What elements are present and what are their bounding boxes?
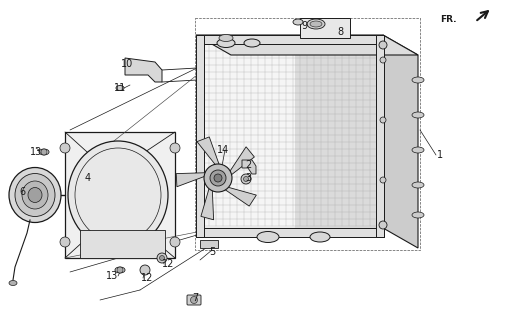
Ellipse shape: [412, 147, 424, 153]
Circle shape: [379, 221, 387, 229]
Ellipse shape: [68, 141, 168, 249]
Text: 10: 10: [121, 59, 133, 69]
Polygon shape: [197, 137, 219, 165]
Text: 2: 2: [245, 160, 251, 170]
Polygon shape: [300, 18, 350, 38]
Text: 8: 8: [337, 27, 343, 37]
Polygon shape: [196, 35, 384, 44]
Polygon shape: [80, 230, 165, 258]
Polygon shape: [201, 188, 213, 220]
Circle shape: [204, 164, 232, 192]
Polygon shape: [200, 42, 383, 228]
Circle shape: [380, 57, 386, 63]
Text: 1: 1: [437, 150, 443, 160]
Ellipse shape: [244, 39, 260, 47]
Ellipse shape: [28, 188, 42, 203]
Ellipse shape: [15, 173, 55, 217]
FancyBboxPatch shape: [187, 295, 201, 305]
Ellipse shape: [217, 38, 235, 47]
Text: 13: 13: [30, 147, 42, 157]
Polygon shape: [196, 228, 384, 237]
Ellipse shape: [412, 112, 424, 118]
Ellipse shape: [9, 167, 61, 222]
Text: 11: 11: [114, 83, 126, 93]
Ellipse shape: [9, 281, 17, 285]
Circle shape: [380, 177, 386, 183]
Text: 3: 3: [245, 173, 251, 183]
Circle shape: [380, 117, 386, 123]
Ellipse shape: [412, 212, 424, 218]
Polygon shape: [376, 35, 384, 237]
Circle shape: [170, 237, 180, 247]
Polygon shape: [200, 240, 218, 248]
Ellipse shape: [115, 267, 125, 273]
Polygon shape: [242, 160, 256, 174]
Circle shape: [241, 174, 251, 184]
Circle shape: [190, 297, 198, 303]
Ellipse shape: [412, 182, 424, 188]
Circle shape: [60, 143, 70, 153]
Text: 12: 12: [141, 273, 153, 283]
Circle shape: [117, 267, 123, 273]
Ellipse shape: [293, 19, 303, 25]
Ellipse shape: [257, 231, 279, 243]
Circle shape: [157, 253, 167, 263]
Polygon shape: [65, 132, 175, 258]
Circle shape: [41, 149, 47, 155]
Circle shape: [243, 177, 248, 181]
Polygon shape: [383, 35, 418, 248]
Text: 7: 7: [192, 293, 198, 303]
Text: 5: 5: [209, 247, 215, 257]
Text: 4: 4: [85, 173, 91, 183]
Text: 9: 9: [301, 21, 307, 31]
Polygon shape: [176, 173, 206, 187]
Polygon shape: [196, 35, 204, 237]
Circle shape: [379, 41, 387, 49]
Ellipse shape: [412, 77, 424, 83]
Text: 6: 6: [19, 187, 25, 197]
Text: 14: 14: [217, 145, 229, 155]
Circle shape: [210, 170, 226, 186]
Ellipse shape: [219, 35, 233, 42]
Ellipse shape: [310, 21, 322, 27]
Polygon shape: [225, 187, 257, 206]
Circle shape: [214, 174, 222, 182]
Polygon shape: [230, 147, 255, 175]
Polygon shape: [125, 58, 162, 82]
Ellipse shape: [307, 19, 325, 29]
Ellipse shape: [310, 232, 330, 242]
Circle shape: [60, 237, 70, 247]
Circle shape: [160, 255, 165, 260]
Circle shape: [170, 143, 180, 153]
Ellipse shape: [116, 85, 124, 91]
Text: FR.: FR.: [440, 15, 457, 25]
Text: 13: 13: [106, 271, 118, 281]
Polygon shape: [295, 42, 383, 228]
Polygon shape: [196, 35, 418, 55]
Circle shape: [140, 265, 150, 275]
Ellipse shape: [22, 181, 48, 209]
Ellipse shape: [39, 149, 49, 155]
Text: 12: 12: [162, 259, 174, 269]
